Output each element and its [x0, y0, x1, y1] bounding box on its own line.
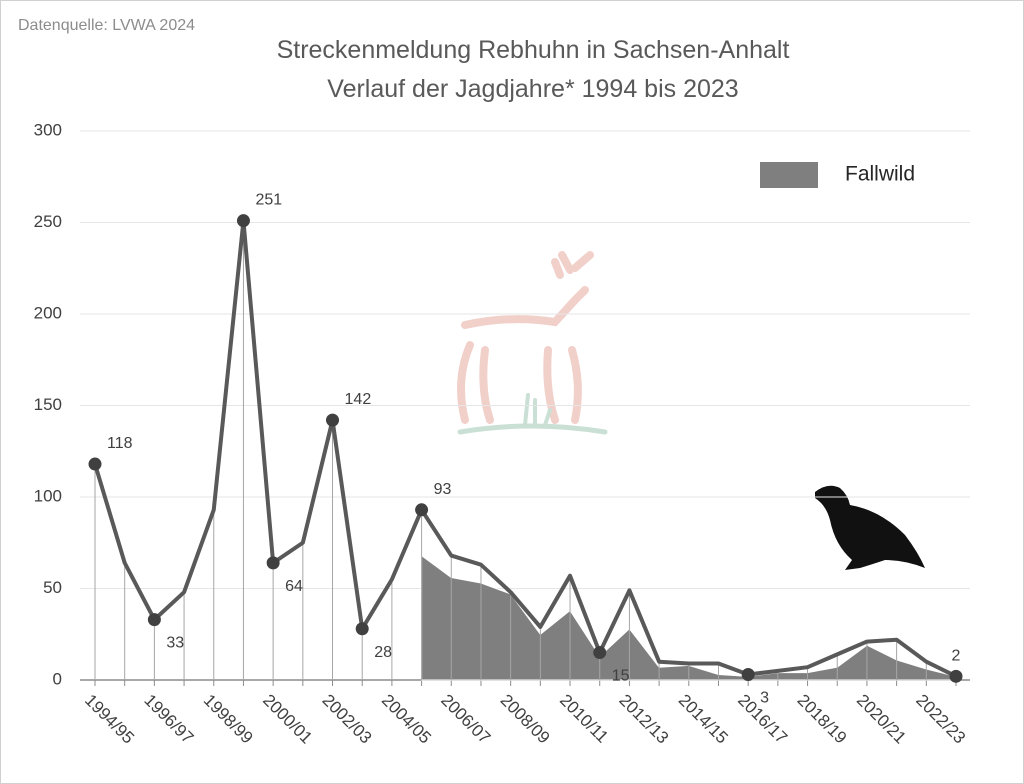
point: [949, 669, 963, 683]
partridge-icon: [815, 485, 925, 570]
point: [88, 457, 102, 471]
y-tick-label: 300: [34, 120, 62, 139]
data-label: 33: [166, 635, 184, 652]
source: Datenquelle: LVWA 2024: [18, 17, 195, 34]
area: [421, 554, 957, 681]
y-tick-label: 200: [34, 303, 62, 322]
point: [236, 214, 250, 228]
chart-subtitle: Verlauf der Jagdjahre* 1994 bis 2023: [327, 75, 738, 103]
y-tick-label: 150: [34, 395, 62, 414]
legend-swatch: [760, 162, 818, 188]
data-label: 3: [760, 690, 769, 707]
data-label: 28: [374, 644, 392, 661]
data-label: 15: [612, 668, 630, 685]
y-tick-label: 0: [53, 669, 62, 688]
y-tick-label: 50: [43, 578, 62, 597]
point: [415, 503, 429, 517]
line: [93, 218, 957, 679]
y-tick-label: 100: [34, 486, 62, 505]
point: [266, 556, 280, 570]
data-label: 118: [107, 435, 133, 452]
point: [147, 613, 161, 627]
data-label: 142: [345, 391, 372, 408]
data-label: 93: [434, 481, 452, 498]
deer-watermark: [457, 251, 608, 435]
point: [355, 622, 369, 636]
chart-title: Streckenmeldung Rebhuhn in Sachsen-Anhal…: [277, 36, 790, 64]
data-label: 64: [285, 578, 303, 595]
data-label: 251: [255, 192, 282, 209]
data-label: 2: [952, 647, 961, 664]
point: [741, 668, 755, 682]
point: [326, 413, 340, 427]
point: [593, 646, 607, 660]
legend-label: Fallwild: [845, 163, 915, 186]
y-tick-label: 250: [34, 212, 62, 231]
